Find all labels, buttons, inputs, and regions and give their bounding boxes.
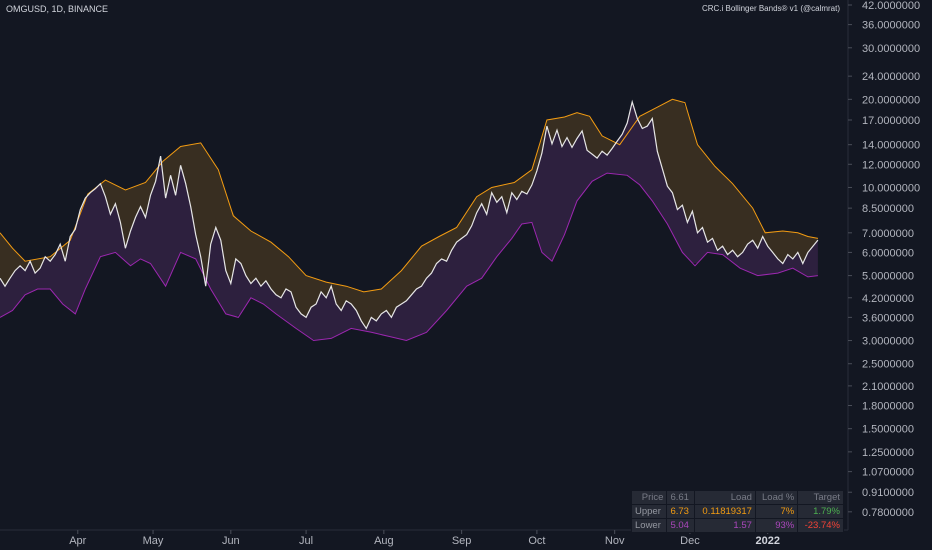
price-axis-label: 0.9100000 — [862, 487, 914, 499]
upper-band-fill — [0, 99, 818, 329]
upper-band-line — [0, 98, 818, 293]
price-axis-label: 10.0000000 — [862, 182, 920, 194]
info-header-row: Price 6.61 Load Load % Target — [630, 490, 844, 505]
price-axis-label: 6.0000000 — [862, 247, 914, 259]
time-axis-label: May — [143, 535, 164, 547]
info-upper-target: 1.79% — [797, 504, 844, 519]
time-axis-label: Sep — [452, 535, 472, 547]
price-axis-label: 2.1000000 — [862, 381, 914, 393]
time-axis-label: Nov — [605, 535, 625, 547]
price-axis-label: 42.0000000 — [862, 0, 920, 12]
price-axis-label: 3.6000000 — [862, 312, 914, 324]
lower-band-line — [0, 172, 818, 342]
time-axis-label: Dec — [680, 535, 700, 547]
price-axis-label: 7.0000000 — [862, 228, 914, 240]
info-lower-load: 1.57 — [693, 518, 756, 533]
price-axis-label: 2.5000000 — [862, 359, 914, 371]
time-axis-label: Jun — [222, 535, 240, 547]
price-axis-label: 20.0000000 — [862, 94, 920, 106]
price-axis-label: 1.0700000 — [862, 467, 914, 479]
price-axis-label: 36.0000000 — [862, 20, 920, 32]
price-axis-label: 8.5000000 — [862, 203, 914, 215]
price-line — [0, 99, 819, 330]
price-axis-label: 24.0000000 — [862, 71, 920, 83]
price-axis-label: 1.8000000 — [862, 400, 914, 412]
symbol-title[interactable]: OMGUSD, 1D, BINANCE — [6, 4, 109, 14]
price-axis-label: 12.0000000 — [862, 159, 920, 171]
info-lower-value: 5.04 — [666, 518, 695, 533]
time-axis[interactable]: Apr May Jun Jul Aug Sep Oct Nov Dec 2022 — [69, 530, 780, 547]
info-upper-label: Upper — [630, 504, 668, 519]
time-axis-label: Aug — [374, 535, 394, 547]
time-axis-label: Jul — [299, 535, 313, 547]
time-axis-label: 2022 — [755, 535, 779, 547]
price-axis-label: 4.2000000 — [862, 293, 914, 305]
price-axis-label: 3.0000000 — [862, 336, 914, 348]
bollinger-info-table: Price 6.61 Load Load % Target Upper 6.73… — [630, 490, 844, 533]
info-upper-value: 6.73 — [666, 504, 695, 519]
info-upper-load-pct: 7% — [754, 504, 799, 519]
time-axis-label: Apr — [69, 535, 86, 547]
info-header-target: Target — [797, 490, 844, 505]
price-axis-label: 14.0000000 — [862, 140, 920, 152]
info-lower-target: -23.74% — [797, 518, 844, 533]
info-row-lower: Lower 5.04 1.57 93% -23.74% — [630, 518, 844, 533]
lower-band-fill — [0, 101, 818, 341]
price-axis-label: 1.2500000 — [862, 447, 914, 459]
price-axis-label: 0.7800000 — [862, 507, 914, 519]
price-axis-label: 1.5000000 — [862, 424, 914, 436]
indicator-title[interactable]: CRC.i Bollinger Bands® v1 (@calmrat) — [701, 4, 840, 13]
info-upper-load: 0.11819317 — [693, 504, 756, 519]
info-header-load-pct: Load % — [754, 490, 799, 505]
price-axis[interactable]: 42.0000000 36.0000000 30.0000000 24.0000000… — [848, 0, 920, 519]
price-axis-label: 30.0000000 — [862, 43, 920, 55]
info-row-upper: Upper 6.73 0.11819317 7% 1.79% — [630, 504, 844, 519]
info-lower-load-pct: 93% — [754, 518, 799, 533]
info-header-load: Load — [693, 490, 756, 505]
info-header-price-label: Price — [630, 490, 668, 505]
price-axis-label: 5.0000000 — [862, 271, 914, 283]
time-axis-label: Oct — [528, 535, 545, 547]
info-lower-label: Lower — [630, 518, 668, 533]
info-header-price-value: 6.61 — [666, 490, 695, 505]
price-axis-label: 17.0000000 — [862, 115, 920, 127]
